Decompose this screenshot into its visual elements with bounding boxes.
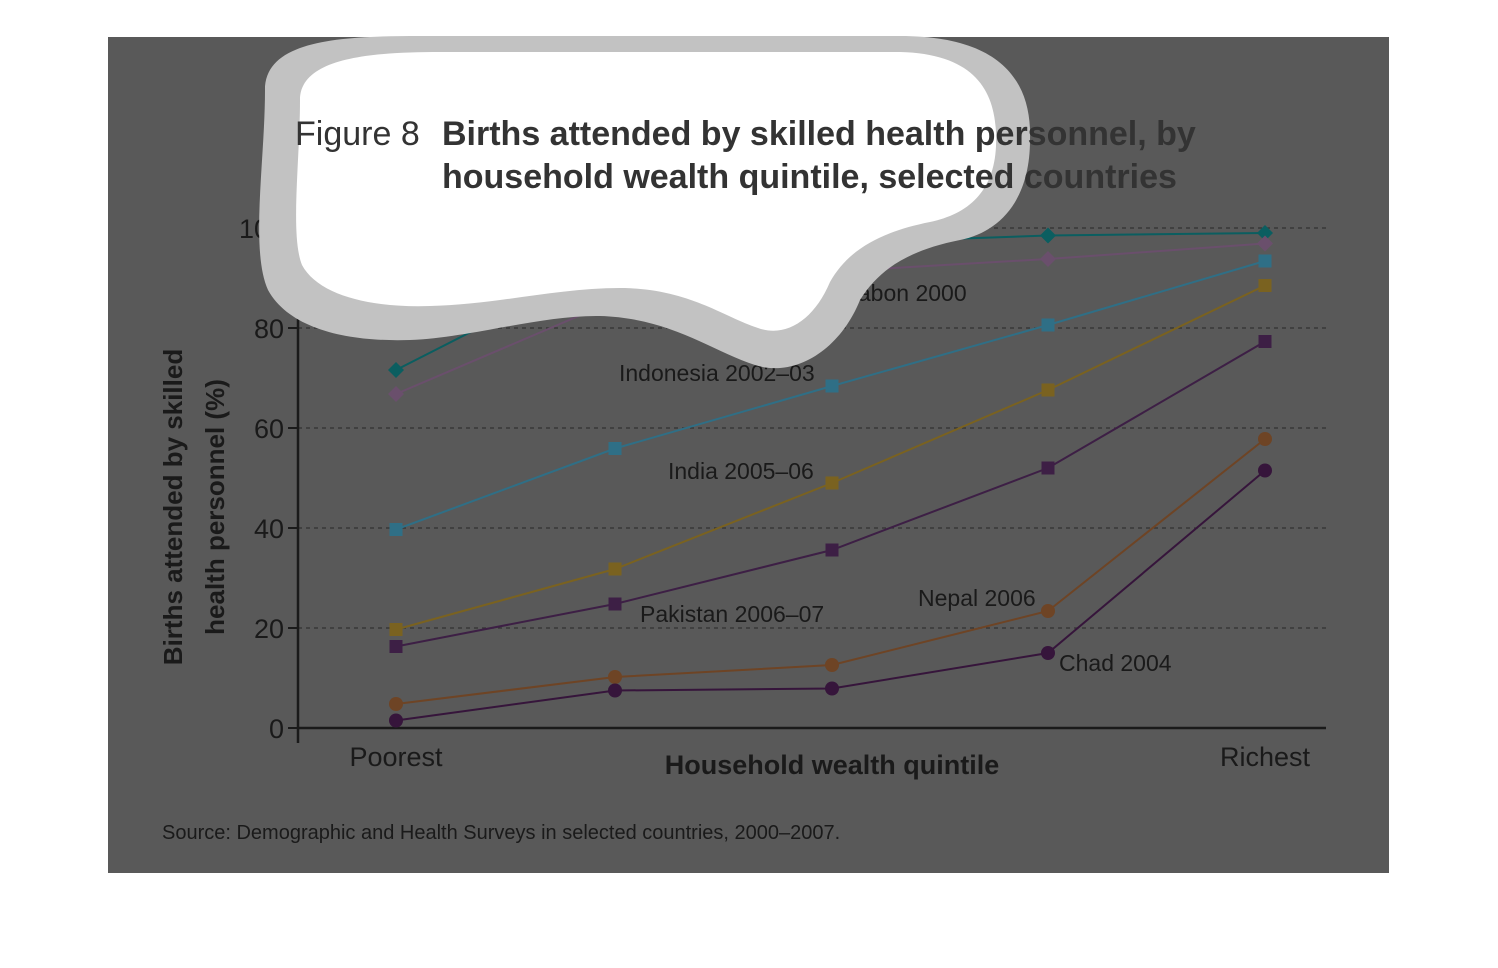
point-nepal-1 [608, 670, 622, 684]
point-india-4 [1258, 279, 1272, 292]
label-indonesia: Indonesia 2002–03 [619, 360, 815, 386]
point-chad-3 [1041, 646, 1055, 660]
point-colombia-2 [824, 235, 840, 251]
point-colombia-3 [1040, 227, 1056, 244]
y-axis-title-line2: health personnel (%) [200, 379, 230, 635]
point-chad-2 [825, 681, 839, 696]
x-axis-title: Household wealth quintile [665, 750, 1000, 780]
point-chad-4 [1258, 463, 1272, 478]
point-chad-0 [389, 713, 403, 728]
label-nepal: Nepal 2006 [918, 585, 1036, 611]
point-gabon-2 [824, 263, 840, 280]
label-gabon: Gabon 2000 [840, 280, 967, 306]
chart: 0 20 40 60 80 100 Poorest Richest Births atten… [158, 214, 1326, 844]
label-pakistan: Pakistan 2006–07 [640, 601, 824, 627]
point-pakistan-2 [825, 543, 839, 557]
label-colombia: Colombia 2005 [441, 241, 596, 267]
point-pakistan-0 [389, 640, 403, 653]
y-tick-label-0: 0 [269, 714, 284, 744]
source-note: Source: Demographic and Health Surveys i… [162, 822, 840, 844]
y-axis-title-line1: Births attended by skilled [158, 349, 188, 665]
point-indonesia-4 [1258, 254, 1272, 268]
label-india: India 2005–06 [668, 458, 814, 484]
series-labels: Colombia 2005 Gabon 2000 Indonesia 2002–… [441, 241, 1172, 676]
point-indonesia-2 [825, 379, 839, 393]
point-nepal-3 [1041, 604, 1055, 618]
series-line-india [395, 284, 1266, 631]
point-india-0 [389, 623, 403, 636]
point-nepal-2 [825, 658, 839, 672]
point-gabon-3 [1040, 251, 1056, 267]
y-tick-label-40: 40 [254, 514, 284, 544]
point-colombia-4 [1257, 225, 1273, 241]
chart-panel: 0 20 40 60 80 100 Poorest Richest Births atten… [108, 37, 1389, 873]
point-india-2 [825, 476, 839, 490]
point-nepal-4 [1258, 432, 1272, 446]
point-nepal-0 [389, 697, 403, 711]
point-gabon-4 [1257, 235, 1273, 252]
x-tick-label-4: Richest [1220, 742, 1311, 772]
point-colombia-1 [607, 250, 623, 267]
x-tick-label-0: Poorest [349, 742, 443, 772]
y-tick-label-100: 100 [239, 214, 284, 244]
point-indonesia-3 [1041, 318, 1055, 332]
point-gabon-0 [388, 386, 404, 402]
y-tick-label-80: 80 [254, 314, 284, 344]
x-ticks: Poorest Richest [349, 742, 1310, 772]
point-india-1 [608, 562, 622, 576]
point-gabon-1 [607, 292, 623, 309]
point-india-3 [1041, 383, 1055, 397]
y-tick-label-20: 20 [254, 614, 284, 644]
point-colombia-0 [388, 362, 404, 378]
y-ticks: 0 20 40 60 80 100 [239, 214, 298, 744]
point-pakistan-3 [1041, 461, 1055, 475]
point-indonesia-0 [389, 523, 403, 536]
point-chad-1 [608, 683, 622, 698]
point-pakistan-1 [608, 597, 622, 611]
point-indonesia-1 [608, 442, 622, 455]
point-pakistan-4 [1258, 335, 1272, 348]
label-chad: Chad 2004 [1059, 650, 1172, 676]
y-tick-label-60: 60 [254, 414, 284, 444]
